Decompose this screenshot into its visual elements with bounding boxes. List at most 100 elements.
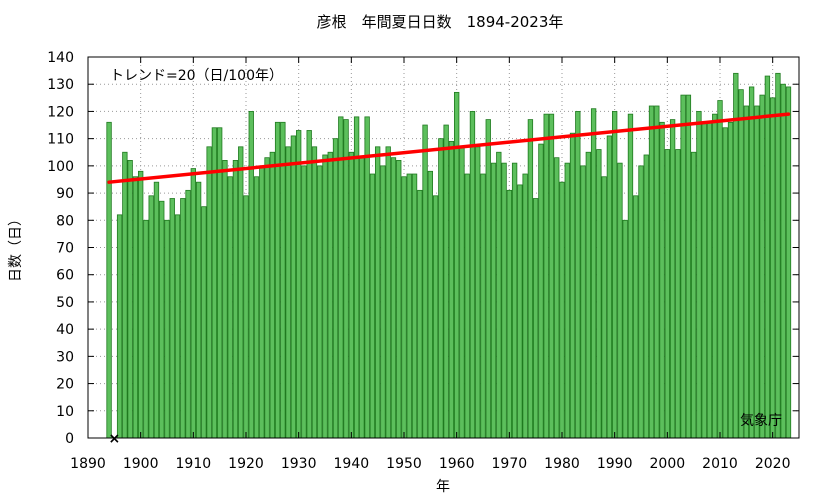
x-tick-label: 1900 bbox=[123, 456, 159, 472]
bar-1944 bbox=[369, 173, 376, 439]
bar-1901 bbox=[143, 219, 149, 439]
trend-label: トレンド=20（日/100年） bbox=[110, 68, 283, 84]
x-tick-label: 1930 bbox=[281, 456, 317, 472]
bar-1927 bbox=[280, 121, 286, 439]
bar-1956 bbox=[432, 195, 439, 439]
bar-1954 bbox=[422, 124, 428, 439]
bar-2016 bbox=[748, 86, 755, 439]
bar-1896 bbox=[116, 214, 123, 439]
x-tick-label: 2010 bbox=[702, 456, 738, 472]
y-tick-label: 20 bbox=[56, 377, 74, 393]
bar-1961 bbox=[459, 146, 465, 439]
bar-1984 bbox=[580, 165, 586, 439]
x-tick-label: 1970 bbox=[492, 456, 528, 472]
x-tick-label: 1940 bbox=[334, 456, 370, 472]
bar-1911 bbox=[195, 181, 202, 439]
y-tick-label: 90 bbox=[56, 186, 74, 202]
x-tick-label: 1950 bbox=[386, 456, 422, 472]
bar-1952 bbox=[411, 173, 418, 439]
bar-1988 bbox=[601, 176, 607, 439]
bar-2013 bbox=[733, 72, 739, 439]
bar-1968 bbox=[496, 151, 502, 439]
x-axis-label: 年 bbox=[436, 479, 450, 495]
bar-1975 bbox=[533, 198, 539, 439]
bar-1959 bbox=[448, 140, 455, 439]
bar-2019 bbox=[764, 75, 771, 439]
bar-2007 bbox=[701, 121, 707, 439]
bar-1905 bbox=[164, 219, 170, 439]
bar-2015 bbox=[743, 105, 750, 439]
bar-1910 bbox=[190, 168, 197, 439]
bar-1979 bbox=[554, 157, 560, 439]
trend-line bbox=[107, 112, 791, 184]
x-tick-label: 1980 bbox=[544, 456, 580, 472]
bar-1997 bbox=[648, 105, 655, 439]
bar-1980 bbox=[559, 181, 565, 439]
bar-1974 bbox=[527, 119, 534, 439]
bar-1983 bbox=[575, 111, 581, 439]
bar-1947 bbox=[385, 146, 391, 439]
bar-1943 bbox=[364, 116, 370, 439]
bar-1931 bbox=[301, 165, 307, 439]
bar-1971 bbox=[511, 162, 518, 439]
bar-2012 bbox=[727, 121, 734, 439]
y-tick-label: 70 bbox=[56, 241, 74, 257]
bar-1894 bbox=[106, 121, 112, 439]
bar-1967 bbox=[490, 162, 497, 439]
bar-1978 bbox=[548, 113, 555, 439]
bar-1902 bbox=[148, 195, 154, 439]
bar-1913 bbox=[206, 146, 212, 439]
x-tick-label: 1990 bbox=[597, 456, 633, 472]
bar-1915 bbox=[216, 127, 223, 439]
x-tick-label: 1890 bbox=[70, 456, 106, 472]
y-axis-label: 日数（日） bbox=[8, 212, 24, 282]
source-label: 気象庁 bbox=[740, 413, 782, 429]
bar-1904 bbox=[159, 200, 165, 439]
bar-2004 bbox=[685, 94, 692, 439]
bar-1996 bbox=[643, 154, 649, 439]
bar-2009 bbox=[712, 113, 718, 439]
bar-1963 bbox=[469, 111, 476, 439]
bar-1993 bbox=[627, 113, 634, 439]
bar-1929 bbox=[290, 135, 297, 439]
bar-1923 bbox=[259, 165, 265, 439]
bar-1926 bbox=[274, 121, 281, 439]
bar-1937 bbox=[332, 138, 339, 439]
bar-2022 bbox=[780, 83, 786, 439]
bar-1917 bbox=[227, 176, 233, 439]
bar-2002 bbox=[675, 149, 681, 439]
bar-2020 bbox=[770, 97, 776, 439]
bar-1906 bbox=[169, 198, 175, 439]
bar-1999 bbox=[659, 121, 665, 439]
bar-2008 bbox=[706, 121, 713, 439]
bar-1907 bbox=[174, 214, 181, 439]
bar-2003 bbox=[680, 94, 686, 439]
bar-1912 bbox=[201, 206, 207, 439]
bar-1932 bbox=[306, 130, 312, 439]
bar-1925 bbox=[269, 151, 276, 439]
bar-1942 bbox=[359, 157, 365, 439]
bar-1897 bbox=[122, 151, 128, 439]
y-tick-label: 40 bbox=[56, 322, 74, 338]
bar-1918 bbox=[232, 160, 239, 439]
bar-1995 bbox=[638, 165, 644, 439]
x-tick-label: 1910 bbox=[176, 456, 212, 472]
bar-1922 bbox=[253, 176, 260, 439]
bar-1950 bbox=[401, 176, 407, 439]
bar-1898 bbox=[127, 160, 133, 439]
x-tick-label: 2000 bbox=[650, 456, 686, 472]
bar-1960 bbox=[453, 91, 460, 439]
bar-1972 bbox=[517, 184, 523, 439]
bar-1965 bbox=[480, 173, 486, 439]
bar-1970 bbox=[506, 189, 513, 439]
bars bbox=[106, 72, 792, 439]
bar-1964 bbox=[475, 146, 481, 439]
bar-1981 bbox=[564, 162, 570, 439]
x-tick-label: 2020 bbox=[755, 456, 791, 472]
bar-1990 bbox=[612, 111, 618, 439]
y-tick-label: 0 bbox=[65, 431, 74, 447]
bar-1985 bbox=[585, 151, 592, 439]
y-tick-label: 80 bbox=[56, 213, 74, 229]
bar-1986 bbox=[590, 108, 597, 439]
